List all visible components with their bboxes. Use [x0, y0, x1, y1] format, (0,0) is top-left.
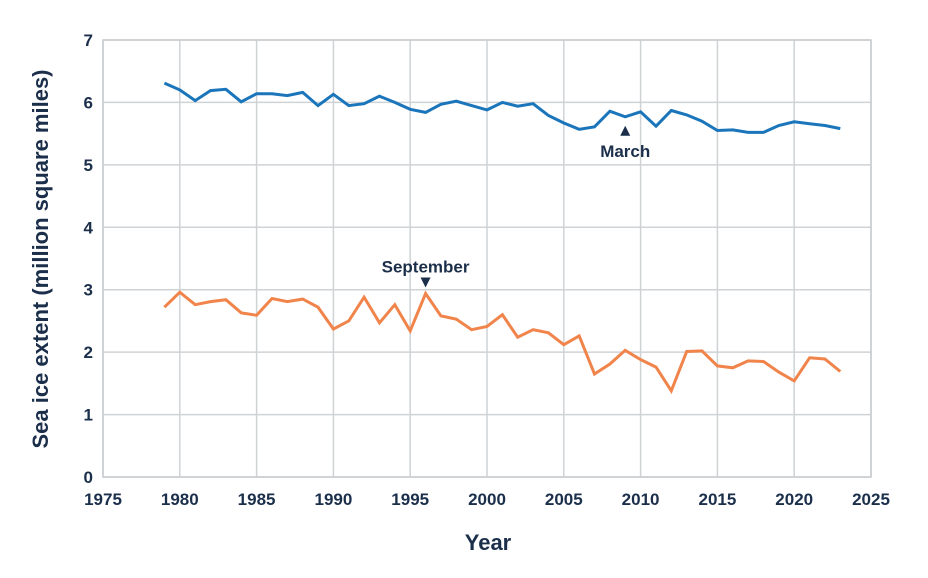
x-tick-label: 1980: [161, 490, 199, 509]
y-tick-labels: 0 1 2 3 4 5 6 7: [84, 31, 94, 487]
annotation-label-march: March: [600, 142, 650, 161]
y-tick-label: 7: [84, 31, 93, 50]
x-tick-label: 1985: [238, 490, 276, 509]
x-tick-label: 1975: [84, 490, 122, 509]
y-tick-label: 6: [84, 93, 93, 112]
series-line-march: [163, 81, 841, 134]
series-line-september: [163, 290, 842, 395]
y-tick-label: 3: [84, 281, 93, 300]
y-tick-label: 5: [84, 156, 93, 175]
annotation-arrow-march: [620, 125, 631, 136]
x-tick-label: 2005: [545, 490, 583, 509]
x-tick-label: 1990: [314, 490, 352, 509]
annotation-label-september: September: [382, 257, 470, 276]
x-tick-label: 2020: [775, 490, 813, 509]
y-tick-label: 1: [84, 406, 93, 425]
x-tick-labels: 1975 1980 1985 1990 1995 2000 2005 2010 2015 2020…: [84, 490, 890, 509]
y-axis-label: Sea ice extent (million square miles): [28, 69, 53, 448]
x-tick-label: 2000: [468, 490, 506, 509]
x-tick-label: 1995: [391, 490, 429, 509]
x-tick-label: 2010: [622, 490, 660, 509]
y-tick-label: 2: [84, 343, 93, 362]
y-tick-label: 4: [84, 218, 94, 237]
y-tick-label: 0: [84, 468, 93, 487]
annotation-arrow-september: [420, 277, 431, 288]
series-lines: [163, 81, 842, 395]
x-tick-label: 2025: [852, 490, 890, 509]
x-axis-label: Year: [465, 530, 512, 555]
plot-frame: [102, 39, 872, 478]
gridlines: [102, 39, 872, 478]
annotations: March September: [382, 125, 650, 288]
x-tick-label: 2015: [698, 490, 736, 509]
